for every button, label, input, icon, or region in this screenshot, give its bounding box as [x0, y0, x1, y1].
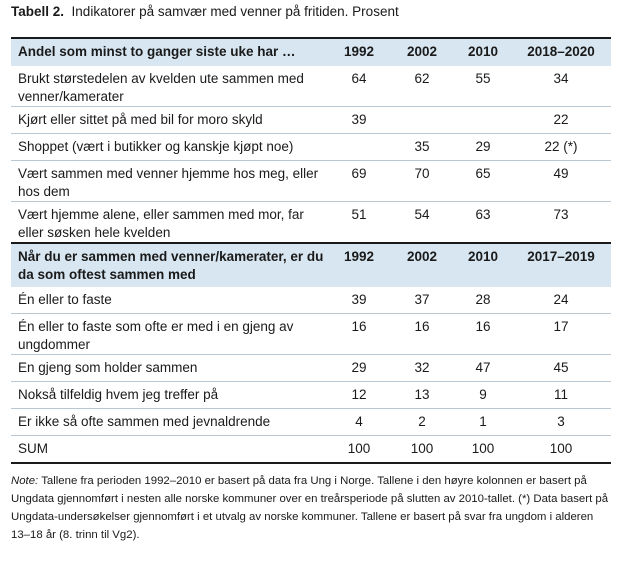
- cell-value: 4: [329, 408, 389, 436]
- table-caption: Tabell 2. Indikatorer på samvær med venn…: [11, 4, 399, 19]
- section2-header-2002: 2002: [389, 242, 455, 287]
- caption-label: Tabell 2.: [11, 4, 65, 19]
- table-row: Én eller to faste 39 37 28 24: [11, 287, 611, 314]
- cell-value: 54: [389, 201, 455, 244]
- note-label: Note:: [11, 475, 39, 487]
- section2-header-label: Når du er sammen med venner/kamerater, e…: [11, 242, 329, 287]
- section2-header-1992: 1992: [329, 242, 389, 287]
- cell-value: 45: [511, 354, 611, 382]
- cell-value: 49: [511, 160, 611, 202]
- cell-value: [389, 106, 455, 134]
- sum-row: SUM 100 100 100 100: [11, 435, 611, 464]
- cell-value: 29: [329, 354, 389, 382]
- caption-title: Indikatorer på samvær med venner på frit…: [71, 4, 399, 19]
- row-label: Vært hjemme alene, eller sammen med mor,…: [11, 201, 329, 244]
- cell-value: 2: [389, 408, 455, 436]
- cell-value: [455, 106, 511, 134]
- cell-value: 47: [455, 354, 511, 382]
- table-row: Vært sammen med venner hjemme hos meg, e…: [11, 160, 611, 202]
- cell-value: 17: [511, 313, 611, 355]
- row-label: Er ikke så ofte sammen med jevnaldrende: [11, 408, 329, 436]
- cell-value: 100: [329, 435, 389, 464]
- cell-value: 9: [455, 381, 511, 409]
- table-row: Brukt størstedelen av kvelden ute sammen…: [11, 66, 611, 107]
- cell-value: 100: [389, 435, 455, 464]
- cell-value: 64: [329, 66, 389, 107]
- section1-header-2018-2020: 2018–2020: [511, 37, 611, 66]
- cell-value: 28: [455, 287, 511, 314]
- row-label: Én eller to faste som ofte er med i en g…: [11, 313, 329, 355]
- table-row: Kjørt eller sittet på med bil for moro s…: [11, 106, 611, 134]
- cell-value: 73: [511, 201, 611, 244]
- cell-value: 16: [329, 313, 389, 355]
- cell-value: 51: [329, 201, 389, 244]
- table-row: Én eller to faste som ofte er med i en g…: [11, 313, 611, 355]
- table-row: Nokså tilfeldig hvem jeg treffer på 12 1…: [11, 381, 611, 409]
- row-label: Vært sammen med venner hjemme hos meg, e…: [11, 160, 329, 202]
- table-row: Shoppet (vært i butikker og kanskje kjøp…: [11, 133, 611, 161]
- row-label: Brukt størstedelen av kvelden ute sammen…: [11, 66, 329, 107]
- cell-value: 35: [389, 133, 455, 161]
- cell-value: 39: [329, 106, 389, 134]
- cell-value: 22: [511, 106, 611, 134]
- cell-value: 100: [455, 435, 511, 464]
- cell-value: 12: [329, 381, 389, 409]
- section1-header-1992: 1992: [329, 37, 389, 66]
- section1-header-2010: 2010: [455, 37, 511, 66]
- cell-value: 37: [389, 287, 455, 314]
- cell-value: 100: [511, 435, 611, 464]
- section1-header-2002: 2002: [389, 37, 455, 66]
- table-note: Note: Tallene fra perioden 1992–2010 er …: [11, 472, 615, 544]
- table-row: Vært hjemme alene, eller sammen med mor,…: [11, 201, 611, 244]
- row-label: Kjørt eller sittet på med bil for moro s…: [11, 106, 329, 134]
- cell-value: 55: [455, 66, 511, 107]
- cell-value: 34: [511, 66, 611, 107]
- cell-value: 1: [455, 408, 511, 436]
- row-label: Shoppet (vært i butikker og kanskje kjøp…: [11, 133, 329, 161]
- row-label: En gjeng som holder sammen: [11, 354, 329, 382]
- note-text: Tallene fra perioden 1992–2010 er basert…: [11, 475, 609, 541]
- cell-value: 16: [389, 313, 455, 355]
- cell-value: 24: [511, 287, 611, 314]
- cell-value: 13: [389, 381, 455, 409]
- cell-value: 39: [329, 287, 389, 314]
- cell-value: 16: [455, 313, 511, 355]
- cell-value: 62: [389, 66, 455, 107]
- table-row: Er ikke så ofte sammen med jevnaldrende …: [11, 408, 611, 436]
- cell-value: 22 (*): [511, 133, 611, 161]
- section2-header-2010: 2010: [455, 242, 511, 287]
- indicator-table: Andel som minst to ganger siste uke har …: [11, 37, 611, 464]
- cell-value: 70: [389, 160, 455, 202]
- cell-value: 11: [511, 381, 611, 409]
- cell-value: 63: [455, 201, 511, 244]
- cell-value: 69: [329, 160, 389, 202]
- cell-value: [329, 133, 389, 161]
- section2-header-2017-2019: 2017–2019: [511, 242, 611, 287]
- row-label: Én eller to faste: [11, 287, 329, 314]
- row-label: Nokså tilfeldig hvem jeg treffer på: [11, 381, 329, 409]
- cell-value: 3: [511, 408, 611, 436]
- cell-value: 32: [389, 354, 455, 382]
- cell-value: 29: [455, 133, 511, 161]
- section2-header-row: Når du er sammen med venner/kamerater, e…: [11, 242, 611, 287]
- table-row: En gjeng som holder sammen 29 32 47 45: [11, 354, 611, 382]
- section1-header-row: Andel som minst to ganger siste uke har …: [11, 37, 611, 66]
- section1-header-label: Andel som minst to ganger siste uke har …: [11, 37, 329, 66]
- cell-value: 65: [455, 160, 511, 202]
- row-label: SUM: [11, 435, 329, 464]
